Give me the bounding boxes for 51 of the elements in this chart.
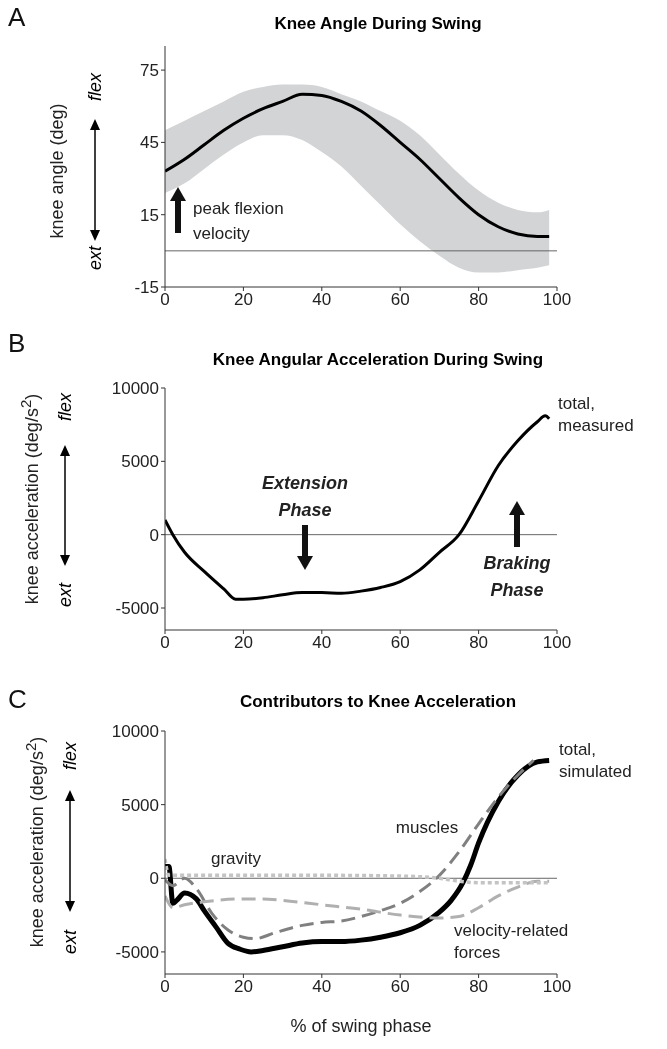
chart-title: Knee Angular Acceleration During Swing [211,350,545,370]
series-label: velocity-related forces [454,920,570,964]
annotation: peak flexion velocity [193,198,285,245]
x-axis-title: % of swing phase [289,1016,433,1037]
y-tick-label: -15 [134,278,159,298]
y-tick-label: 15 [140,205,159,225]
text: ext [84,245,106,271]
series-label: muscles [394,817,460,839]
y-tick-label: 10000 [111,722,159,742]
text: flex [54,392,76,422]
x-tick-label: 20 [233,633,253,653]
chart-title: Contributors to Knee Acceleration [238,692,518,712]
x-tick-label: 100 [542,977,572,997]
x-tick-label: 80 [469,290,489,310]
text: A [8,2,26,33]
y-tick-label: 5000 [121,795,159,815]
y-tick-label: -5000 [115,599,159,619]
y-tick-label: 75 [140,61,159,81]
annotation: Extension Phase [261,472,349,522]
series-label: gravity [209,848,263,870]
y-tick-label: 5000 [121,452,159,472]
y-axis-title: knee angle (deg) [46,103,68,239]
text: ext [54,582,76,608]
x-tick-label: 60 [390,290,410,310]
x-tick-label: 40 [312,977,332,997]
series-label: total, simulated [559,739,633,783]
y-tick-label: 0 [149,869,159,889]
x-tick-label: 80 [469,977,489,997]
line-series [165,414,551,601]
series-label: total, measured [558,393,635,437]
x-tick-label: 60 [390,633,410,653]
x-tick-label: 20 [233,977,253,997]
y-tick-label: 0 [149,525,159,545]
x-tick-label: 100 [542,290,572,310]
x-tick-label: 60 [390,977,410,997]
x-tick-label: 40 [312,290,332,310]
y-tick-label: -5000 [115,942,159,962]
text: flex [59,741,81,771]
x-tick-label: 40 [312,633,332,653]
x-tick-label: 80 [469,633,489,653]
x-tick-label: 20 [233,290,253,310]
annotation: Braking Phase [482,552,552,602]
text: C [8,684,27,715]
y-tick-label: 10000 [111,379,159,399]
text: B [8,328,26,359]
line-series [165,879,551,920]
x-tick-label: 100 [542,633,572,653]
text: flex [84,72,106,102]
y-tick-label: 45 [140,133,159,153]
chart-title: Knee Angle During Swing [273,14,483,34]
text: ext [59,929,81,955]
